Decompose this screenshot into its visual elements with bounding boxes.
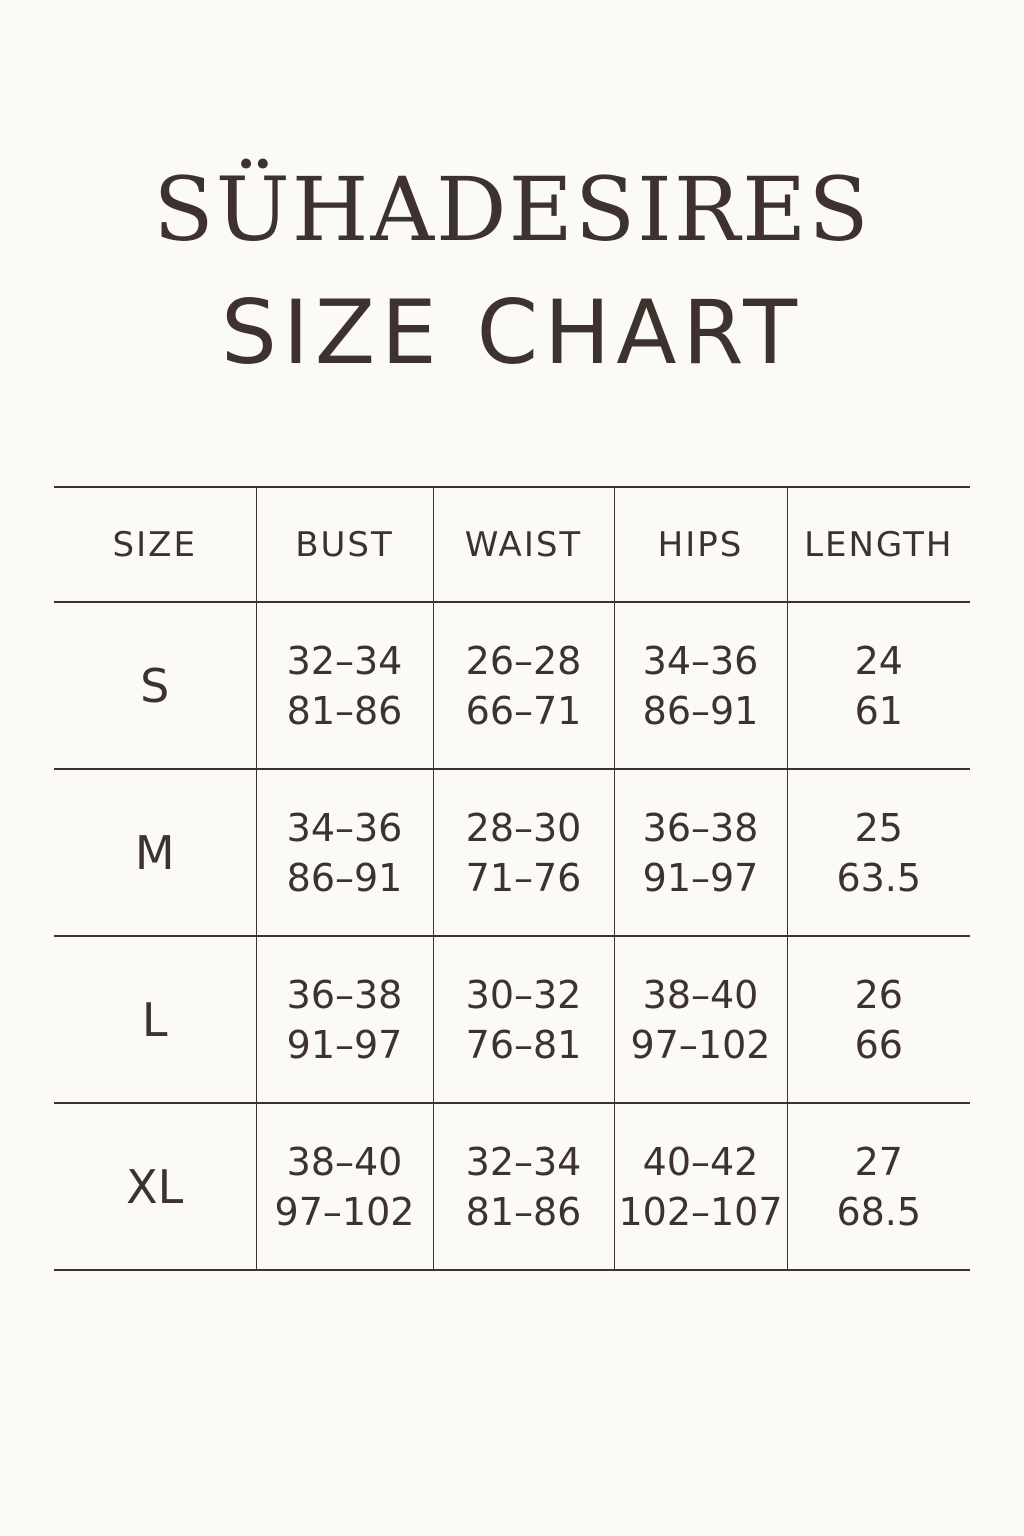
waist-cm: 71–76 [465, 855, 582, 900]
bust-inches: 36–38 [286, 972, 403, 1017]
bust-cell: 36–38 91–97 [255, 936, 433, 1103]
length-cell: 25 63.5 [786, 769, 970, 936]
length-inches: 26 [854, 972, 903, 1017]
size-cell: M [134, 825, 175, 880]
table-row: L 36–38 91–97 30–32 76–81 38–40 97–102 26 66 [54, 936, 970, 1103]
bust-inches: 34–36 [286, 805, 403, 850]
waist-cm: 81–86 [465, 1189, 582, 1234]
size-chart-table: SIZE BUST WAIST HIPS LENGTH S 32–34 81–86 2… [54, 486, 970, 1271]
length-cell: 27 68.5 [786, 1103, 970, 1270]
header-size: SIZE [112, 524, 197, 565]
length-cm: 66 [854, 1022, 903, 1067]
header-waist: WAIST [432, 487, 614, 602]
length-inches: 24 [854, 638, 903, 683]
bust-inches: 32–34 [286, 638, 403, 683]
header-hips: HIPS [613, 487, 787, 602]
hips-cell: 36–38 91–97 [613, 769, 787, 936]
hips-cm: 86–91 [642, 688, 759, 733]
table-row: M 34–36 86–91 28–30 71–76 36–38 91–97 25 63.5 [54, 769, 970, 936]
hips-cm: 102–107 [618, 1189, 783, 1234]
waist-inches: 32–34 [465, 1139, 582, 1184]
hips-inches: 36–38 [642, 805, 759, 850]
length-cell: 24 61 [786, 602, 970, 769]
bust-cell: 32–34 81–86 [255, 602, 433, 769]
hips-inches: 40–42 [642, 1139, 759, 1184]
brand-title: SÜHADESIRES [153, 158, 871, 261]
waist-cell: 26–28 66–71 [432, 602, 614, 769]
length-cell: 26 66 [786, 936, 970, 1103]
waist-cell: 30–32 76–81 [432, 936, 614, 1103]
waist-cell: 28–30 71–76 [432, 769, 614, 936]
hips-cm: 91–97 [642, 855, 759, 900]
header-bust: BUST [255, 487, 433, 602]
header-row: SIZE BUST WAIST HIPS LENGTH [54, 487, 970, 602]
hips-inches: 34–36 [642, 638, 759, 683]
bust-cm: 81–86 [286, 688, 403, 733]
hips-cell: 34–36 86–91 [613, 602, 787, 769]
bust-cell: 34–36 86–91 [255, 769, 433, 936]
bust-cm: 91–97 [286, 1022, 403, 1067]
page-title: SIZE CHART [221, 281, 803, 384]
waist-inches: 28–30 [465, 805, 582, 850]
length-cm: 61 [854, 688, 903, 733]
waist-inches: 30–32 [465, 972, 582, 1017]
size-cell: S [140, 658, 170, 713]
size-cell: XL [126, 1159, 184, 1214]
table-row: S 32–34 81–86 26–28 66–71 34–36 86–91 24 61 [54, 602, 970, 769]
waist-cell: 32–34 81–86 [432, 1103, 614, 1270]
hips-cell: 40–42 102–107 [613, 1103, 787, 1270]
waist-inches: 26–28 [465, 638, 582, 683]
header-length: LENGTH [786, 487, 970, 602]
bust-cm: 97–102 [274, 1189, 415, 1234]
waist-cm: 76–81 [465, 1022, 582, 1067]
length-cm: 68.5 [836, 1189, 922, 1234]
bust-cm: 86–91 [286, 855, 403, 900]
hips-inches: 38–40 [642, 972, 759, 1017]
size-cell: L [141, 992, 168, 1047]
hips-cm: 97–102 [630, 1022, 771, 1067]
bust-cell: 38–40 97–102 [255, 1103, 433, 1270]
bust-inches: 38–40 [286, 1139, 403, 1184]
waist-cm: 66–71 [465, 688, 582, 733]
length-cm: 63.5 [836, 855, 922, 900]
length-inches: 25 [854, 805, 903, 850]
table-row: XL 38–40 97–102 32–34 81–86 40–42 102–107 27 68.… [54, 1103, 970, 1270]
length-inches: 27 [854, 1139, 903, 1184]
hips-cell: 38–40 97–102 [613, 936, 787, 1103]
